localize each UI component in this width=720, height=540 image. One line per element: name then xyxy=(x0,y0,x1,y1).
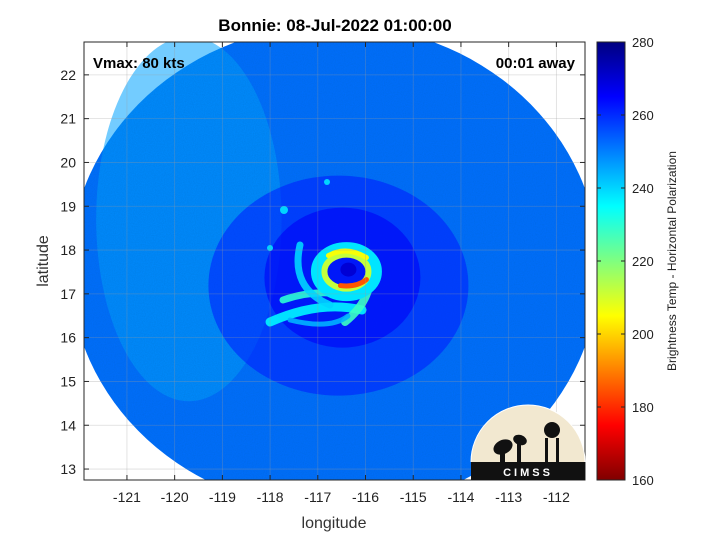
y-tick-label: 17 xyxy=(60,286,76,302)
x-tick-label: -118 xyxy=(257,489,284,505)
x-tick-label: -120 xyxy=(161,489,189,505)
colorbar-tick-label: 200 xyxy=(632,327,654,342)
y-tick-label: 22 xyxy=(60,67,76,83)
colorbar-tick-label: 180 xyxy=(632,400,654,415)
plot-frame xyxy=(83,41,586,481)
eyewall-inner xyxy=(321,251,372,292)
x-tick-label: -112 xyxy=(543,489,570,505)
brightness-temp-swath xyxy=(84,42,585,480)
logo-text: CIMSS xyxy=(503,467,553,479)
vmax-annotation: Vmax: 80 kts xyxy=(93,55,185,72)
chart-title: Bonnie: 08-Jul-2022 01:00:00 xyxy=(218,16,451,35)
y-tick-label: 14 xyxy=(60,417,76,433)
x-tick-label: -116 xyxy=(352,489,379,505)
x-axis-label: longitude xyxy=(302,515,367,532)
colorbar-tick-label: 280 xyxy=(632,35,654,50)
grid xyxy=(84,42,585,480)
y-tick-label: 18 xyxy=(60,242,76,258)
x-tick-label: -119 xyxy=(209,489,236,505)
rainband xyxy=(294,241,334,309)
y-tick-label: 21 xyxy=(60,111,76,127)
y-tick-label: 19 xyxy=(60,198,76,214)
y-tick-label: 15 xyxy=(60,373,76,389)
y-tick-label: 20 xyxy=(60,154,76,170)
rainband xyxy=(287,313,351,327)
colorbar-tick-label: 240 xyxy=(632,181,654,196)
eyewall-outer xyxy=(310,242,382,302)
colorbar xyxy=(597,42,625,480)
x-axis: -121 -120 -119 -118 -117 -116 -115 -114 -113 -112 xyxy=(113,42,570,505)
colorbar-tick-label: 220 xyxy=(632,254,654,269)
x-tick-label: -115 xyxy=(400,489,427,505)
y-tick-label: 13 xyxy=(60,461,76,477)
x-tick-label: -117 xyxy=(304,489,331,505)
convective-cell xyxy=(280,206,288,214)
time-away-annotation: 00:01 away xyxy=(496,55,576,72)
x-tick-label: -114 xyxy=(447,489,474,505)
inner-cloud-shield xyxy=(264,207,421,348)
eyewall-north-arc xyxy=(325,248,369,261)
colorbar-tick-label: 260 xyxy=(632,108,654,123)
y-axis: 13 14 15 16 17 18 19 20 21 22 xyxy=(60,67,585,477)
storm-eye xyxy=(340,262,357,277)
y-axis-label: latitude xyxy=(35,235,52,287)
cimss-logo: CIMSS xyxy=(470,404,586,480)
colorbar-label: Brightness Temp - Horizontal Polarizatio… xyxy=(665,151,679,371)
x-tick-label: -121 xyxy=(113,489,141,505)
convective-cell xyxy=(324,179,330,185)
colorbar-tick-label: 160 xyxy=(632,473,654,488)
eyewall-south-core xyxy=(337,277,369,289)
convective-cell xyxy=(267,245,273,251)
x-tick-label: -113 xyxy=(495,489,522,505)
y-tick-label: 16 xyxy=(60,330,76,346)
colorbar-ticks: 280 260 240 220 200 180 160 xyxy=(597,35,654,488)
